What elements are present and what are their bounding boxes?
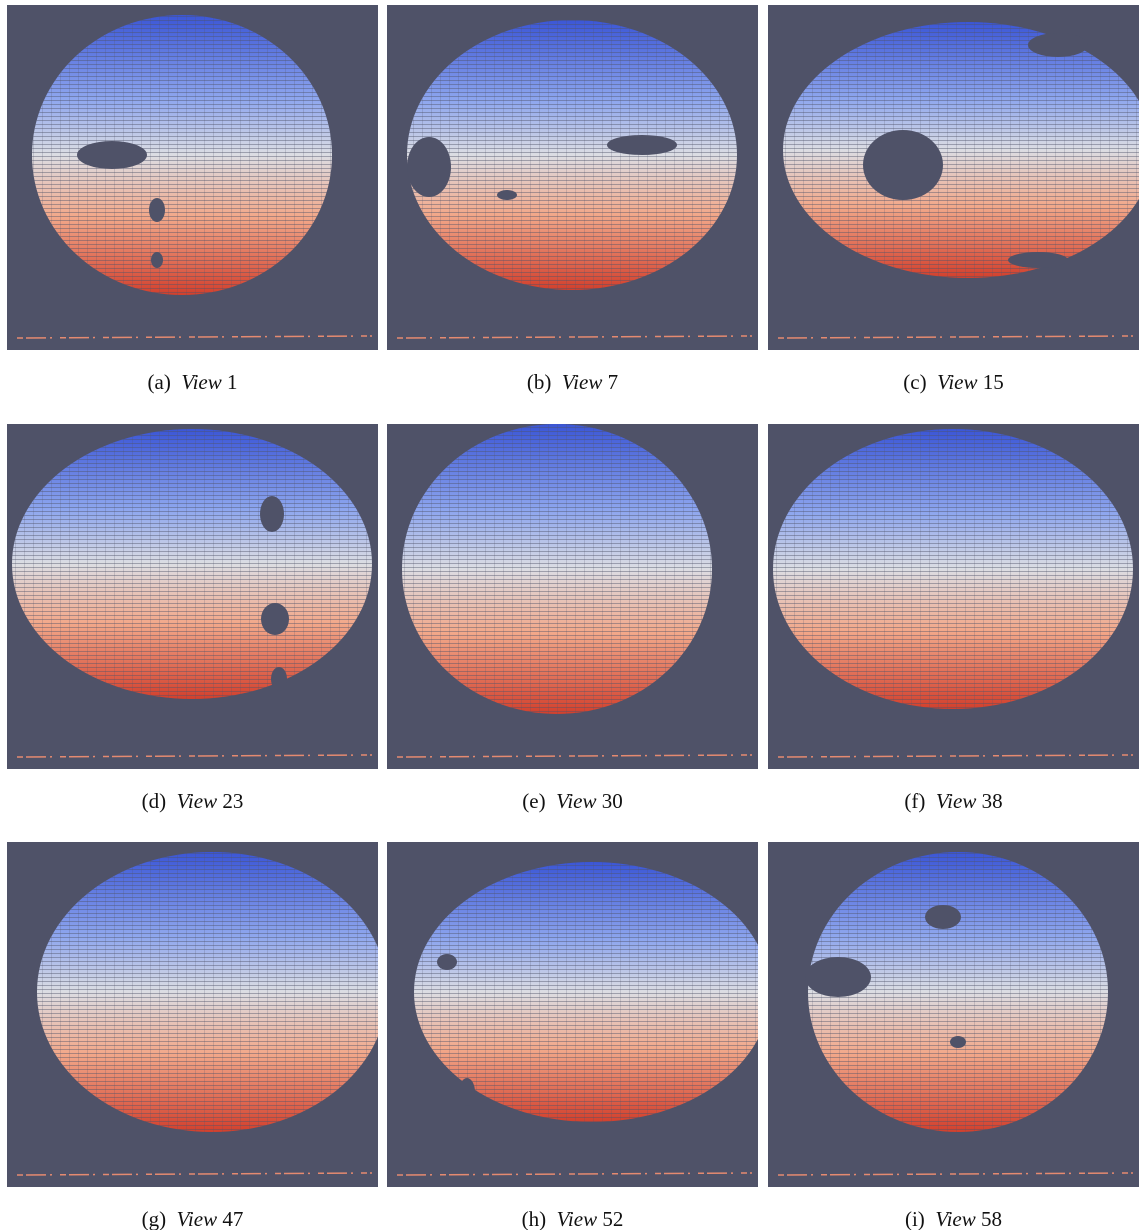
panel: (d) View 23 xyxy=(7,424,378,814)
caption-part: (e) xyxy=(522,789,545,813)
caption: (c) View 15 xyxy=(768,370,1139,395)
scan-lines xyxy=(12,429,372,699)
hole xyxy=(77,141,147,169)
caption-part: (b) xyxy=(527,370,552,394)
panel: (e) View 30 xyxy=(387,424,758,814)
hole xyxy=(459,1078,475,1106)
caption: (f) View 38 xyxy=(768,789,1139,814)
hole xyxy=(149,198,165,222)
scan-lines xyxy=(773,429,1133,709)
panel: (c) View 15 xyxy=(768,5,1139,395)
panel: (i) View 58 xyxy=(768,842,1139,1230)
caption: (b) View 7 xyxy=(387,370,758,395)
point-cloud-image xyxy=(768,424,1139,769)
hole xyxy=(407,137,451,197)
scan-lines xyxy=(402,424,712,714)
point-cloud-image xyxy=(7,5,378,350)
hole xyxy=(863,130,943,200)
scan-lines xyxy=(37,852,378,1132)
hole xyxy=(260,496,284,532)
hole xyxy=(950,1036,966,1048)
caption: (h) View 52 xyxy=(387,1207,758,1230)
scan-lines xyxy=(783,22,1139,278)
hole xyxy=(271,667,287,691)
caption-part: 23 xyxy=(222,789,243,813)
hole xyxy=(261,603,289,635)
point-cloud-image xyxy=(7,842,378,1187)
caption-part: View xyxy=(557,1207,597,1230)
caption-part: (c) xyxy=(903,370,926,394)
caption-part: View xyxy=(935,1207,975,1230)
scan-lines xyxy=(407,20,737,290)
point-cloud-image xyxy=(387,424,758,769)
hole xyxy=(437,954,457,970)
panel: (b) View 7 xyxy=(387,5,758,395)
caption: (a) View 1 xyxy=(7,370,378,395)
caption-part: 52 xyxy=(602,1207,623,1230)
hole xyxy=(607,135,677,155)
caption-part: 7 xyxy=(608,370,619,394)
caption-part: (g) xyxy=(142,1207,167,1230)
caption-part: 30 xyxy=(602,789,623,813)
caption-part: 38 xyxy=(982,789,1003,813)
caption: (d) View 23 xyxy=(7,789,378,814)
caption-part: View xyxy=(937,370,977,394)
caption-part: View xyxy=(177,1207,217,1230)
hole xyxy=(805,957,871,997)
caption: (i) View 58 xyxy=(768,1207,1139,1230)
caption-part: (h) xyxy=(522,1207,547,1230)
caption: (e) View 30 xyxy=(387,789,758,814)
hole xyxy=(151,252,163,268)
caption-part: View xyxy=(936,789,976,813)
caption-part: 1 xyxy=(227,370,238,394)
point-cloud-image xyxy=(7,424,378,769)
hole xyxy=(1008,252,1068,268)
caption-part: View xyxy=(177,789,217,813)
hole xyxy=(925,905,961,929)
caption-part: (a) xyxy=(148,370,171,394)
caption-part: (d) xyxy=(142,789,167,813)
panel: (g) View 47 xyxy=(7,842,378,1230)
caption-part: 47 xyxy=(222,1207,243,1230)
caption-part: 15 xyxy=(983,370,1004,394)
caption-part: (i) xyxy=(905,1207,925,1230)
figure: (a) View 1 (b) View 7 (c) View 15 (d) View … xyxy=(0,0,1139,1230)
panel: (h) View 52 xyxy=(387,842,758,1230)
caption-part: (f) xyxy=(904,789,925,813)
caption-part: View xyxy=(562,370,602,394)
caption-part: View xyxy=(181,370,221,394)
caption-part: 58 xyxy=(981,1207,1002,1230)
point-cloud-image xyxy=(768,842,1139,1187)
point-cloud-image xyxy=(387,5,758,350)
panel: (f) View 38 xyxy=(768,424,1139,814)
point-cloud-image xyxy=(387,842,758,1187)
hole xyxy=(497,190,517,200)
hole xyxy=(1028,33,1088,57)
caption-part: View xyxy=(556,789,596,813)
panel: (a) View 1 xyxy=(7,5,378,395)
point-cloud-image xyxy=(768,5,1139,350)
caption: (g) View 47 xyxy=(7,1207,378,1230)
